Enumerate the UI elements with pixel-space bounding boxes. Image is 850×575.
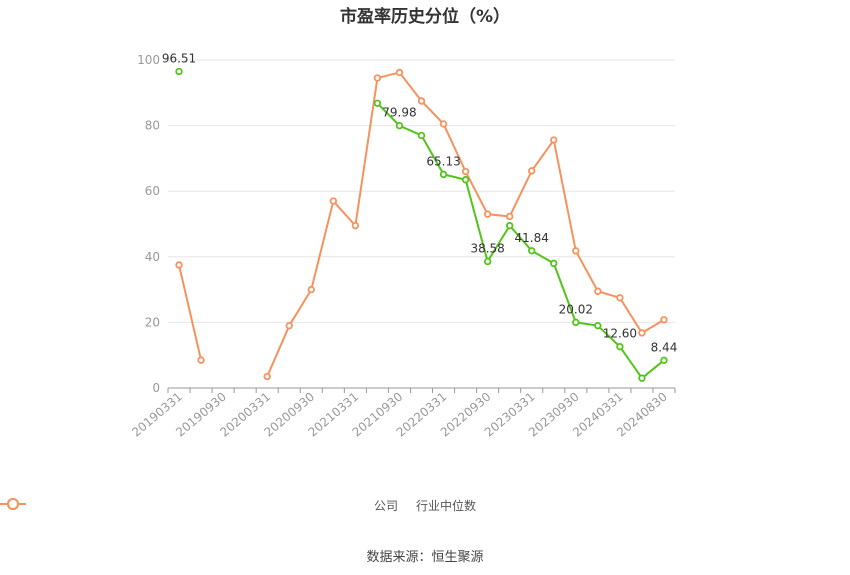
y-tick-label: 60 xyxy=(145,184,160,198)
y-tick-label: 20 xyxy=(145,315,160,329)
data-point-0 xyxy=(417,131,426,140)
line-chart: 0204060801002019033120190930202003312020… xyxy=(129,51,678,439)
data-point-1 xyxy=(638,329,646,337)
chart-title: 市盈率历史分位（%） xyxy=(339,7,511,27)
data-label: 20.02 xyxy=(559,302,593,316)
data-point-0 xyxy=(660,356,668,365)
data-point-1 xyxy=(572,247,580,255)
data-point-1 xyxy=(285,321,293,330)
data-point-0 xyxy=(616,342,624,351)
data-point-1 xyxy=(373,74,382,82)
series-line-1 xyxy=(178,264,203,361)
legend: 公司 行业中位数 xyxy=(0,497,850,514)
data-point-0 xyxy=(550,259,558,268)
data-label: 8.44 xyxy=(651,340,678,354)
data-point-1 xyxy=(263,372,271,381)
data-point-0 xyxy=(594,321,602,330)
y-tick-label: 40 xyxy=(145,250,160,264)
data-point-1 xyxy=(439,120,448,128)
data-point-1 xyxy=(483,210,492,218)
data-point-0 xyxy=(461,176,470,184)
data-point-1 xyxy=(461,167,470,176)
data-point-0 xyxy=(175,67,183,76)
data-point-1 xyxy=(351,221,360,230)
data-point-1 xyxy=(395,68,404,77)
legend-item-company[interactable]: 公司 xyxy=(0,497,398,514)
y-tick-label: 0 xyxy=(152,381,160,395)
data-point-1 xyxy=(175,261,183,269)
data-point-1 xyxy=(307,285,315,294)
data-label: 65.13 xyxy=(426,154,460,168)
y-tick-label: 100 xyxy=(137,53,160,67)
data-label: 38.58 xyxy=(470,241,504,255)
data-point-0 xyxy=(373,99,382,107)
legend-item-industry[interactable]: 行业中位数 xyxy=(0,497,477,514)
data-point-1 xyxy=(550,136,558,144)
legend-industry-marker xyxy=(0,498,26,510)
data-point-0 xyxy=(483,257,492,266)
data-point-1 xyxy=(505,212,514,221)
data-source: 数据来源：恒生聚源 xyxy=(366,550,484,565)
data-label: 41.84 xyxy=(515,231,549,245)
data-label: 79.98 xyxy=(382,106,416,120)
y-tick-label: 80 xyxy=(145,119,160,133)
series-line-0 xyxy=(376,102,665,380)
data-point-1 xyxy=(660,316,668,324)
data-point-1 xyxy=(528,167,536,175)
data-point-1 xyxy=(329,197,338,205)
data-label: 96.51 xyxy=(162,51,196,65)
legend-industry-label: 行业中位数 xyxy=(416,499,477,513)
data-point-0 xyxy=(439,170,448,179)
data-point-1 xyxy=(616,294,624,302)
data-point-1 xyxy=(417,97,426,105)
data-point-0 xyxy=(395,121,404,130)
data-point-1 xyxy=(594,287,602,295)
data-point-0 xyxy=(505,221,514,230)
data-label: 12.60 xyxy=(603,327,637,341)
data-point-1 xyxy=(197,356,205,364)
legend-company-label: 公司 xyxy=(373,499,398,513)
data-point-0 xyxy=(528,247,536,255)
data-point-0 xyxy=(638,374,646,382)
data-point-0 xyxy=(572,318,580,327)
